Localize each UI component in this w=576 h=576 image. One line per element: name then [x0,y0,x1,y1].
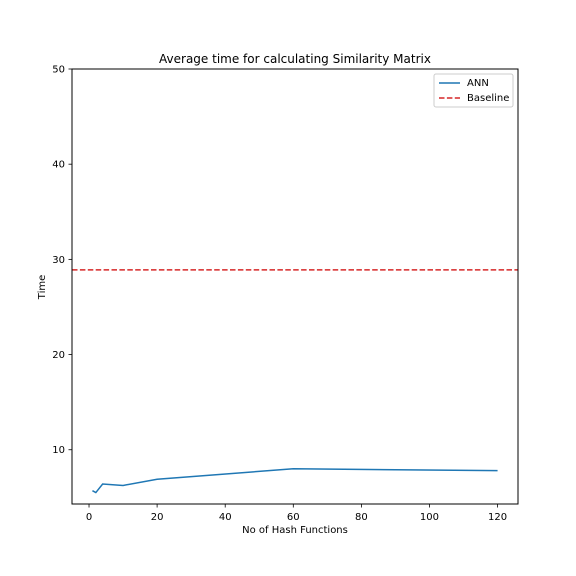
x-tick-label: 20 [151,512,164,523]
y-tick-label: 40 [52,160,65,171]
x-tick-label: 40 [219,512,232,523]
legend: ANN Baseline [433,73,514,108]
x-axis-ticks: 0 20 40 60 80 100 120 [86,504,507,523]
series-layer [72,269,518,494]
x-tick-label: 60 [287,512,300,523]
y-axis-ticks: 10 20 30 40 50 [52,65,72,456]
plot-frame [71,68,519,505]
y-axis-label: Time [37,275,48,300]
x-tick-label: 100 [420,512,439,523]
legend-label-ann: ANN [467,78,489,89]
chart-title: Average time for calculating Similarity … [159,52,431,66]
x-axis-label: No of Hash Functions [242,525,348,536]
y-tick-label: 20 [52,350,65,361]
x-tick-label: 80 [355,512,368,523]
y-tick-label: 50 [52,65,65,76]
x-tick-label: 120 [488,512,507,523]
series-line-ann [92,468,498,494]
legend-label-baseline: Baseline [467,93,509,104]
x-tick-label: 0 [86,512,92,523]
y-tick-label: 10 [52,445,65,456]
y-tick-label: 30 [52,255,65,266]
